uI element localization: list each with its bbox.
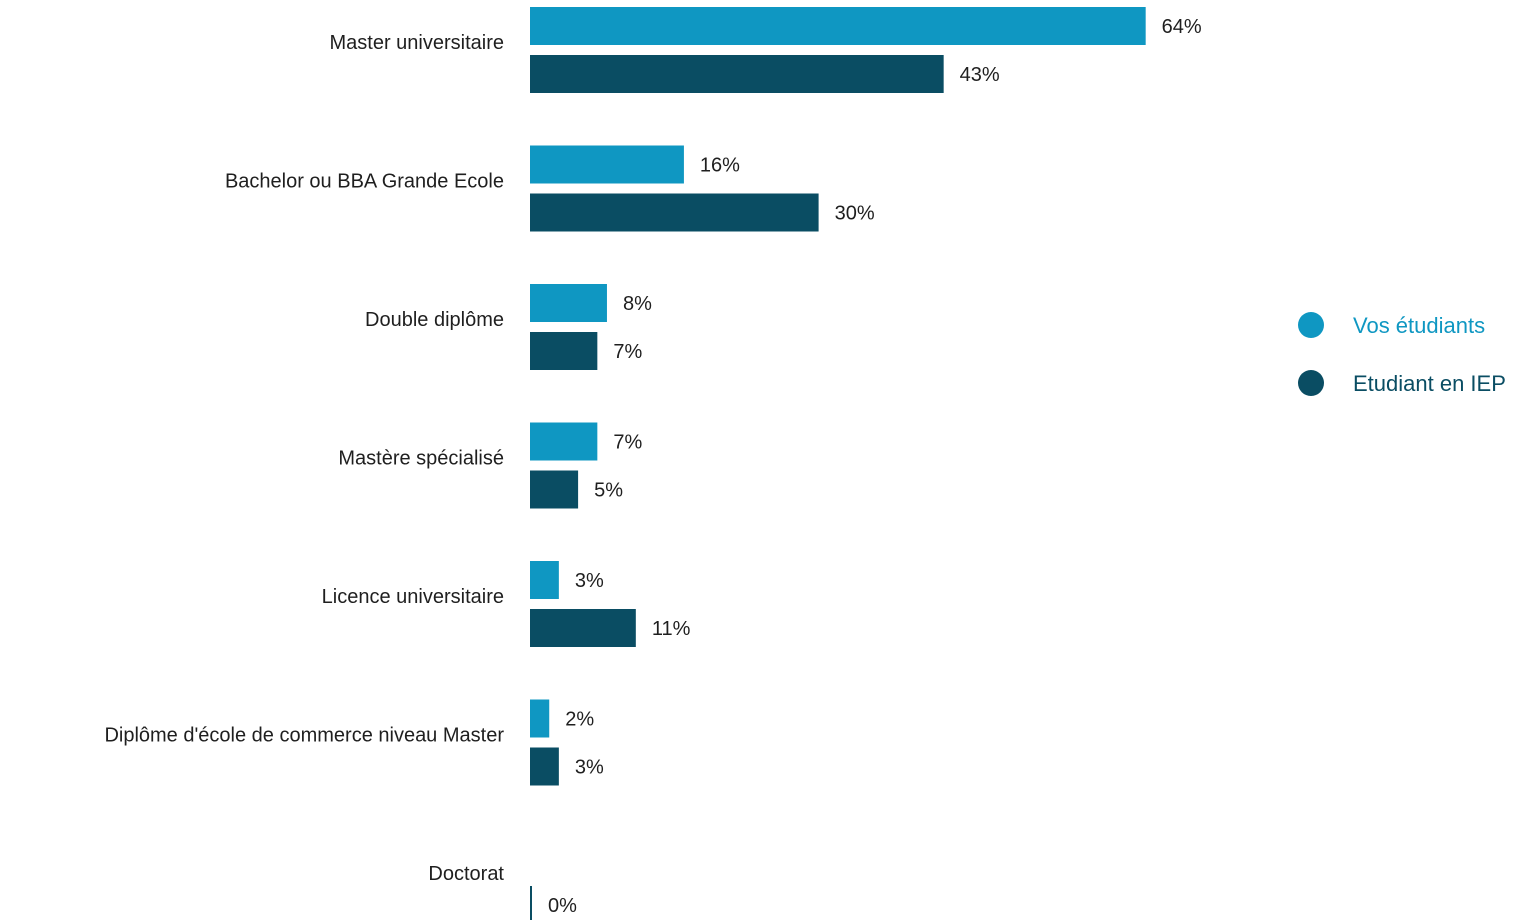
value-label-etudiant-en-iep-mastere-specialise: 5% [594,480,623,502]
value-label-etudiant-en-iep-doctorat: 0% [548,895,577,917]
legend-label-etudiant-en-iep: Etudiant en IEP [1353,371,1506,396]
bar-etudiant-en-iep-licence-universitaire [530,609,636,647]
category-label-diplome-d-ecole-de-commerce-niveau-master: Diplôme d'école de commerce niveau Maste… [104,725,504,747]
value-label-vos-etudiants-double-diplome: 8% [623,293,652,315]
bar-vos-etudiants-double-diplome [530,284,607,322]
value-label-etudiant-en-iep-double-diplome: 7% [613,341,642,363]
value-label-etudiant-en-iep-bachelor-ou-bba-grande-ecole: 30% [835,203,875,225]
legend-marker-vos-etudiants [1298,312,1324,338]
bars [530,7,1146,920]
value-label-vos-etudiants-mastere-specialise: 7% [613,432,642,454]
value-label-vos-etudiants-master-universitaire: 64% [1162,16,1202,38]
bar-etudiant-en-iep-master-universitaire [530,55,944,93]
bar-vos-etudiants-diplome-d-ecole-de-commerce-niveau-master [530,699,550,738]
bar-etudiant-en-iep-mastere-specialise [530,470,579,509]
value-label-vos-etudiants-bachelor-ou-bba-grande-ecole: 16% [700,155,740,177]
category-labels: Master universitaire Bachelor ou BBA Gran… [104,32,504,885]
bar-etudiant-en-iep-bachelor-ou-bba-grande-ecole [530,193,819,232]
value-label-vos-etudiants-licence-universitaire: 3% [575,570,604,592]
legend: Vos étudiants Etudiant en IEP [1298,312,1506,396]
category-label-bachelor-ou-bba-grande-ecole: Bachelor ou BBA Grande Ecole [225,171,504,193]
bar-vos-etudiants-master-universitaire [530,7,1146,45]
legend-marker-etudiant-en-iep [1298,370,1324,396]
category-label-licence-universitaire: Licence universitaire [322,586,504,608]
bar-vos-etudiants-mastere-specialise [530,422,598,461]
legend-label-vos-etudiants: Vos étudiants [1353,313,1485,338]
category-label-doctorat: Doctorat [428,863,504,885]
bar-vos-etudiants-bachelor-ou-bba-grande-ecole [530,145,684,184]
bar-vos-etudiants-licence-universitaire [530,561,559,599]
category-label-double-diplome: Double diplôme [365,309,504,331]
value-labels: 64% 43% 16% 30% 8% 7% 7% 5% 3% 11% 2% 3% 0% [548,16,1202,917]
value-label-etudiant-en-iep-licence-universitaire: 11% [652,618,691,640]
bar-etudiant-en-iep-double-diplome [530,332,598,370]
category-label-master-universitaire: Master universitaire [329,32,504,54]
value-label-etudiant-en-iep-master-universitaire: 43% [960,64,1000,86]
value-label-vos-etudiants-diplome-d-ecole-de-commerce-niveau-master: 2% [565,709,594,731]
bar-etudiant-en-iep-diplome-d-ecole-de-commerce-niveau-master [530,747,559,786]
bar-etudiant-en-iep-doctorat [530,886,532,920]
value-label-etudiant-en-iep-diplome-d-ecole-de-commerce-niveau-master: 3% [575,757,604,779]
category-label-mastere-specialise: Mastère spécialisé [338,448,504,470]
